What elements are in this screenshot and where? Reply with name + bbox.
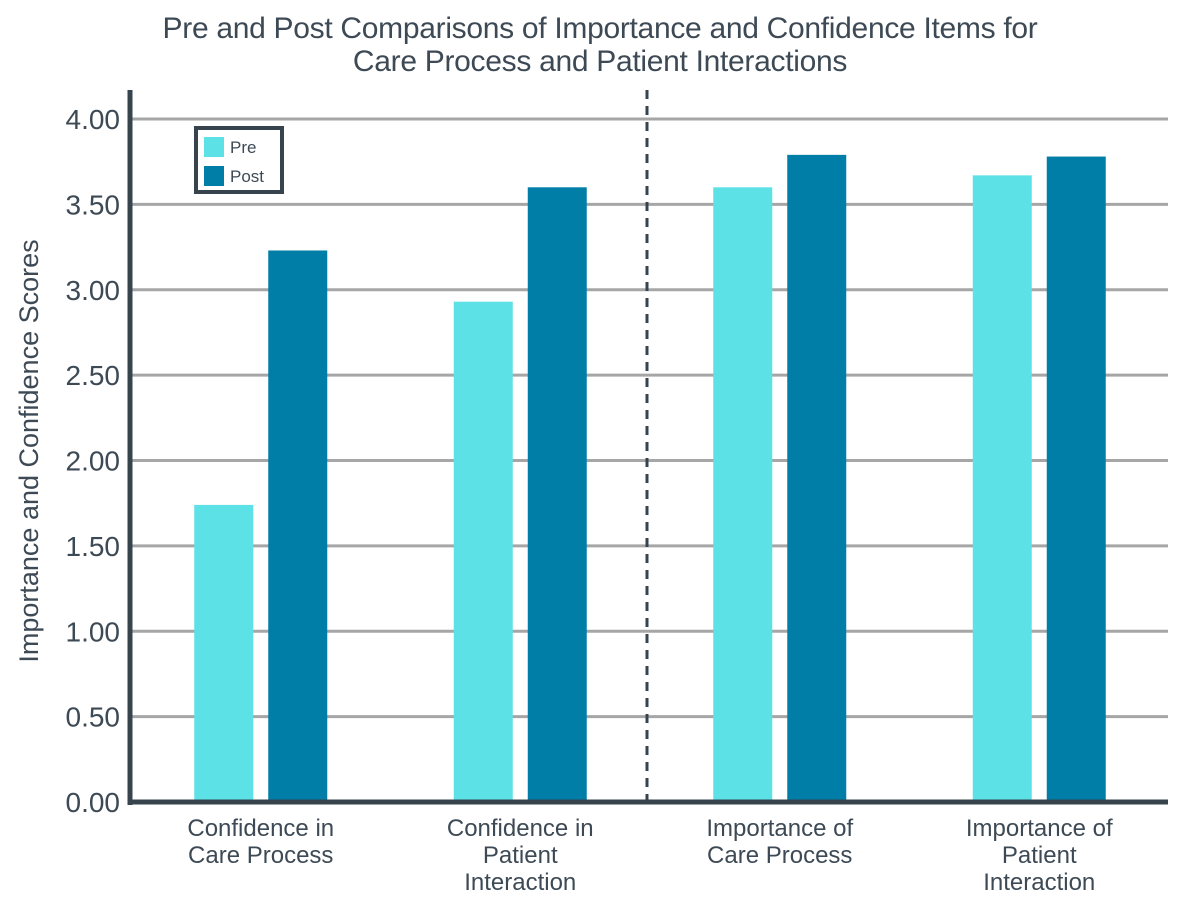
y-tick-labels: 0.00 0.50 1.00 1.50 2.00 2.50 3.00 3.50 4.00: [66, 104, 121, 818]
y-tick-label: 3.50: [66, 189, 121, 220]
bars: [194, 154, 1106, 803]
legend-label-pre: Pre: [230, 138, 256, 157]
x-tick-label-line: Importance of: [706, 815, 853, 842]
bar-pre-1: [194, 504, 254, 802]
x-tick-label: Importance of Patient Interaction: [966, 815, 1113, 896]
axes: [127, 90, 1168, 805]
y-tick-label: 1.50: [66, 531, 121, 562]
y-tick-label: 4.00: [66, 104, 121, 135]
x-tick-label-line: Confidence in: [187, 815, 334, 842]
x-tick-label: Confidence in Care Process: [187, 815, 334, 869]
chart-title-line-2: Care Process and Patient Interactions: [352, 45, 848, 78]
x-tick-label: Importance of Care Process: [706, 815, 853, 869]
legend-label-post: Post: [230, 167, 264, 186]
bar-post-3: [787, 154, 847, 803]
x-tick-label-line: Interaction: [983, 869, 1095, 896]
y-tick-label: 3.00: [66, 275, 121, 306]
bar-pre-3: [713, 187, 773, 803]
x-tick-label-line: Patient: [483, 842, 558, 869]
y-tick-label: 2.50: [66, 360, 121, 391]
y-tick-label: 0.00: [66, 787, 121, 818]
bar-post-1: [268, 250, 328, 803]
x-tick-label-line: Confidence in: [447, 815, 594, 842]
chart-title: Pre and Post Comparisons of Importance a…: [0, 12, 1200, 78]
bar-pre-4: [972, 175, 1032, 802]
chart-title-line-1: Pre and Post Comparisons of Importance a…: [162, 12, 1038, 45]
y-tick-label: 1.00: [66, 616, 121, 647]
x-tick-label-line: Patient: [1002, 842, 1077, 869]
y-tick-label: 2.00: [66, 446, 121, 477]
legend: Pre Post: [194, 126, 284, 194]
x-tick-label-line: Care Process: [707, 842, 852, 869]
x-tick-label-line: Importance of: [966, 815, 1113, 842]
y-axis-label: Importance and Confidence Scores: [14, 239, 44, 662]
x-tick-label-line: Interaction: [464, 869, 576, 896]
legend-swatch-pre: [204, 137, 224, 157]
bar-pre-2: [453, 301, 513, 802]
y-tick-label: 0.50: [66, 702, 121, 733]
bar-post-2: [527, 187, 587, 803]
x-tick-label: Confidence in Patient Interaction: [447, 815, 594, 896]
x-tick-label-line: Care Process: [188, 842, 333, 869]
bar-post-4: [1046, 156, 1106, 802]
legend-swatch-post: [204, 166, 224, 186]
